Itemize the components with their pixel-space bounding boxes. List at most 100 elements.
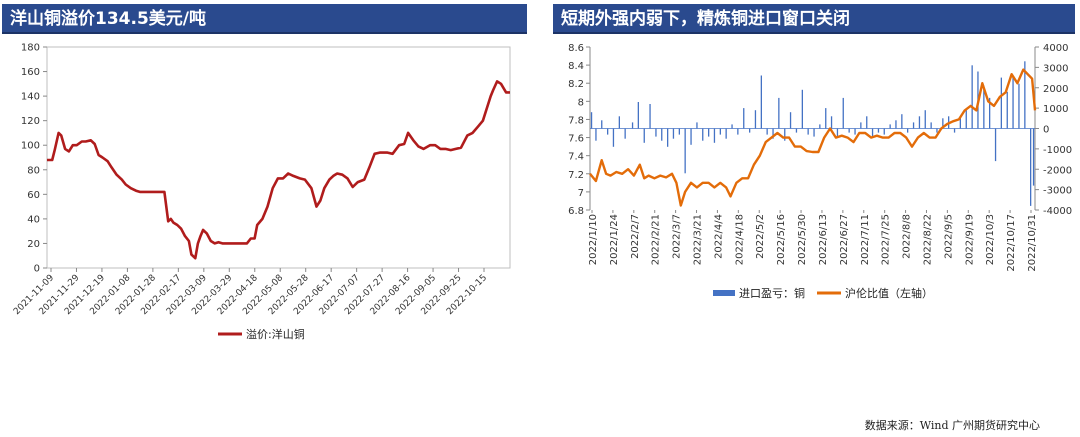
data-source-note: 数据来源：Wind 广州期货研究中心 (864, 419, 1040, 432)
x-tick-label: 2022/1/10 (588, 214, 599, 265)
left-chart-title: 洋山铜溢价134.5美元/吨 (2, 4, 527, 34)
import-profit-bar (795, 128, 798, 133)
import-profit-bar (618, 116, 620, 129)
x-tick-label: 2022/2/7 (630, 214, 641, 259)
x-tick-label: 2022/5/30 (797, 214, 808, 265)
import-profit-bar (971, 65, 973, 129)
x-tick-label: 2022/8/22 (922, 214, 933, 265)
import-profit-bar (601, 120, 603, 129)
import-profit-bar (612, 128, 615, 147)
import-profit-bar (807, 128, 809, 135)
left-y-tick-label: 7 (578, 188, 584, 199)
legend-label-import-profit: 进口盈亏：铜 (739, 286, 805, 300)
import-profit-bar (936, 128, 938, 133)
import-profit-bar (696, 122, 698, 129)
x-tick-label: 2022/1/24 (609, 214, 620, 265)
import-profit-bar (690, 128, 692, 145)
import-profit-bar (871, 128, 874, 137)
y-tick-label: 80 (27, 165, 40, 176)
import-profit-bar (778, 97, 780, 129)
import-profit-bar (965, 110, 967, 129)
import-profit-bar (912, 122, 915, 129)
y-tick-label: 0 (34, 264, 40, 275)
import-profit-bar (655, 128, 657, 137)
import-profit-bar (749, 128, 751, 133)
import-profit-bar (918, 116, 921, 129)
left-y-tick-label: 7.4 (568, 152, 584, 163)
import-profit-bar (713, 128, 716, 143)
import-profit-bar (595, 128, 597, 141)
y-tick-label: 180 (21, 43, 40, 54)
premium-series-line (47, 80, 510, 260)
import-profit-bar (661, 128, 663, 141)
import-profit-bar (766, 128, 768, 135)
import-profit-bar (637, 102, 639, 129)
x-tick-label: 2022/10/17 (1006, 214, 1017, 272)
import-profit-bar (959, 116, 961, 129)
import-profit-bar (772, 128, 774, 139)
import-profit-bar (1000, 77, 1002, 129)
import-profit-bar (1006, 91, 1008, 129)
right-y-tick-label: 3000 (1043, 63, 1068, 74)
import-profit-bar (760, 75, 762, 129)
import-profit-bar (813, 128, 815, 137)
import-profit-bar (924, 110, 926, 129)
left-y-tick-label: 7.2 (568, 170, 584, 181)
x-tick-label: 2022/3/21 (693, 214, 704, 265)
import-profit-bar (842, 97, 844, 129)
import-profit-bar (624, 128, 626, 139)
import-profit-bar (754, 110, 757, 129)
import-profit-bar (819, 124, 821, 129)
import-profit-bar (825, 108, 827, 129)
import-profit-bar (895, 120, 897, 129)
x-tick-label: 2022/4/4 (713, 214, 724, 259)
import-profit-bar (1032, 128, 1035, 186)
import-profit-bar (1024, 61, 1026, 129)
import-profit-bar (983, 85, 985, 129)
left-y-tick-label: 8 (578, 97, 584, 108)
import-profit-bar (848, 128, 850, 133)
x-tick-label: 2022/4/18 (734, 214, 745, 265)
import-profit-bar (883, 128, 885, 135)
import-profit-bar (866, 116, 868, 129)
y-tick-label: 60 (27, 190, 40, 201)
x-tick-label: 2022/3/7 (672, 214, 683, 259)
import-profit-bar (719, 128, 721, 135)
x-tick-label: 2022/6/13 (818, 214, 829, 265)
left-y-tick-label: 8.6 (568, 43, 584, 54)
shfe-lme-ratio-line (589, 68, 1037, 207)
y-tick-label: 40 (27, 214, 40, 225)
import-profit-bar (830, 116, 833, 129)
import-profit-bar (953, 128, 956, 133)
x-tick-label: 2022/2/21 (651, 214, 662, 265)
import-profit-bar (702, 128, 704, 141)
import-profit-bar (789, 112, 792, 129)
y-tick-label: 140 (21, 92, 40, 103)
import-profit-bar (930, 122, 932, 129)
right-y-tick-label: 1000 (1043, 104, 1068, 115)
import-profit-bar (643, 128, 645, 143)
import-profit-bar (737, 128, 739, 135)
import-profit-bar (1018, 83, 1020, 129)
right-y-tick-label: 0 (1043, 125, 1049, 136)
x-tick-label: 2022/10/3 (985, 214, 996, 265)
y-tick-label: 160 (21, 67, 40, 78)
y-tick-label: 120 (21, 116, 40, 127)
left-y-tick-label: 7.6 (568, 134, 584, 145)
plot-frame (46, 46, 511, 269)
import-profit-bar (801, 89, 803, 129)
left-y-tick-label: 8.4 (568, 61, 584, 72)
left-y-tick-label: 7.8 (568, 115, 584, 126)
legend-label-premium: 溢价:洋山铜 (246, 327, 305, 341)
x-tick-label: 2022/8/8 (902, 214, 913, 259)
import-profit-bar (725, 128, 727, 139)
right-y-tick-label: -1000 (1043, 145, 1072, 156)
x-tick-label: 2022/7/25 (881, 214, 892, 265)
import-profit-bar (877, 128, 880, 133)
x-tick-label: 2022/10/31 (1027, 214, 1038, 272)
import-profit-bar (684, 128, 686, 174)
y-tick-label: 100 (21, 141, 40, 152)
left-y-tick-label: 6.8 (568, 206, 584, 217)
x-tick-label: 2022/6/27 (839, 214, 850, 265)
